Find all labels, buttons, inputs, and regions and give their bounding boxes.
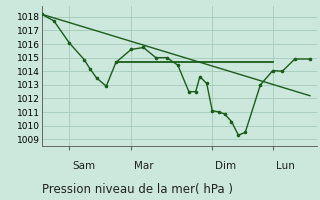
Text: Sam: Sam <box>72 161 95 171</box>
Text: Dim: Dim <box>215 161 236 171</box>
Text: Lun: Lun <box>276 161 295 171</box>
Text: Mar: Mar <box>134 161 154 171</box>
Text: Pression niveau de la mer( hPa ): Pression niveau de la mer( hPa ) <box>42 183 233 196</box>
